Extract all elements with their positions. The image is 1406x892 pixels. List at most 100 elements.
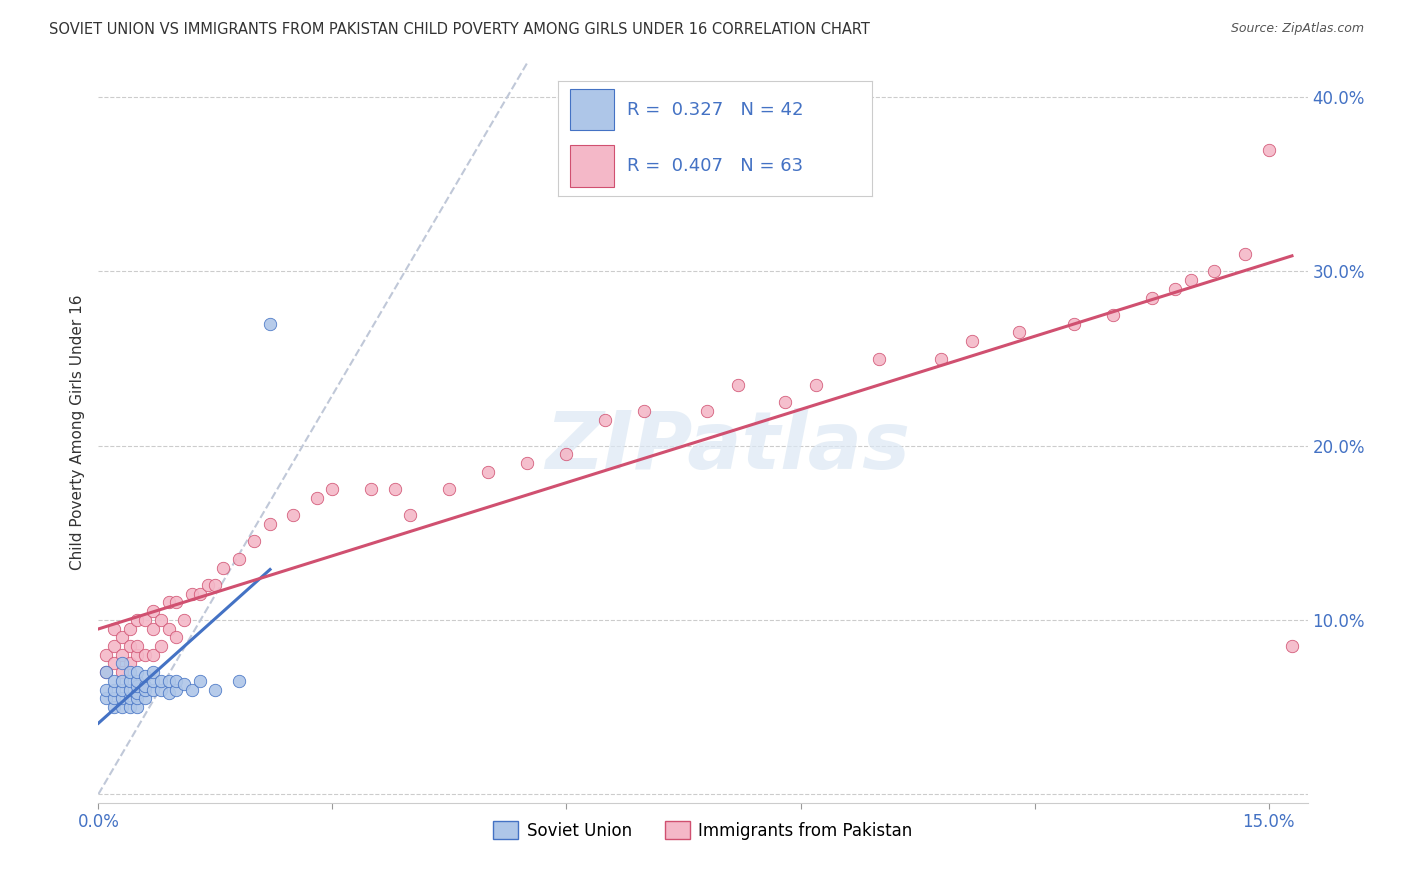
Point (305, 491, 328, 505)
Point (127, 700, 149, 714)
Point (773, 395, 796, 409)
Point (111, 673, 134, 688)
Point (321, 482, 343, 496)
Point (188, 673, 211, 688)
Point (118, 665, 141, 680)
Point (1234, 247, 1257, 261)
Point (173, 613, 195, 627)
Point (696, 404, 718, 418)
Point (127, 679, 149, 693)
Point (204, 578, 226, 592)
Point (181, 682, 204, 697)
Point (134, 613, 156, 627)
Point (1063, 317, 1085, 331)
Point (134, 679, 156, 693)
Point (96, 665, 118, 680)
Point (204, 682, 226, 697)
Point (595, 412, 617, 426)
Point (103, 673, 125, 688)
Point (283, 508, 305, 523)
Point (1164, 282, 1187, 296)
Point (103, 622, 125, 636)
Point (259, 517, 281, 532)
Point (165, 630, 187, 644)
Point (243, 534, 266, 549)
Point (228, 552, 250, 566)
Point (111, 648, 134, 662)
Point (384, 482, 406, 496)
Point (439, 482, 461, 496)
Point (149, 613, 172, 627)
Point (1281, 639, 1303, 653)
Point (142, 665, 165, 680)
Point (399, 508, 422, 523)
Point (118, 673, 141, 688)
Point (1140, 291, 1163, 305)
Point (157, 595, 180, 609)
Point (134, 691, 156, 706)
Point (868, 351, 890, 366)
Text: Source: ZipAtlas.com: Source: ZipAtlas.com (1230, 22, 1364, 36)
Point (804, 377, 827, 392)
Text: ZIPatlas: ZIPatlas (544, 409, 910, 486)
Point (360, 482, 382, 496)
Point (1180, 273, 1202, 287)
Point (134, 682, 156, 697)
Point (111, 665, 134, 680)
Point (188, 587, 211, 601)
Point (96, 665, 118, 680)
Point (149, 682, 172, 697)
Point (197, 578, 219, 592)
Point (142, 604, 165, 618)
Point (259, 317, 281, 331)
Point (228, 673, 250, 688)
Point (165, 595, 187, 609)
Point (142, 622, 165, 636)
Point (1257, 143, 1279, 157)
Y-axis label: Child Poverty Among Girls Under 16: Child Poverty Among Girls Under 16 (69, 295, 84, 570)
Point (118, 622, 141, 636)
Point (96, 648, 118, 662)
Point (118, 682, 141, 697)
Point (103, 691, 125, 706)
Point (118, 700, 141, 714)
Legend: Soviet Union, Immigrants from Pakistan: Soviet Union, Immigrants from Pakistan (486, 814, 920, 847)
Point (516, 456, 538, 470)
Point (727, 377, 749, 392)
Point (118, 657, 141, 671)
Point (111, 682, 134, 697)
Point (555, 447, 578, 461)
Point (1202, 264, 1225, 278)
Point (103, 700, 125, 714)
Point (157, 686, 180, 700)
Point (142, 673, 165, 688)
Point (127, 665, 149, 680)
Point (960, 334, 983, 348)
Point (149, 639, 172, 653)
Point (1101, 308, 1123, 322)
Point (165, 682, 187, 697)
Point (212, 560, 235, 574)
Point (96, 691, 118, 706)
Point (111, 691, 134, 706)
Point (181, 587, 204, 601)
Point (127, 686, 149, 700)
Point (173, 677, 195, 691)
Point (127, 673, 149, 688)
Point (118, 639, 141, 653)
Point (127, 691, 149, 706)
Point (1008, 326, 1031, 340)
Point (134, 648, 156, 662)
Point (111, 630, 134, 644)
Point (103, 682, 125, 697)
Point (142, 648, 165, 662)
Point (118, 691, 141, 706)
Point (103, 657, 125, 671)
Point (96, 682, 118, 697)
Point (142, 682, 165, 697)
Point (134, 668, 156, 682)
Point (157, 673, 180, 688)
Text: SOVIET UNION VS IMMIGRANTS FROM PAKISTAN CHILD POVERTY AMONG GIRLS UNDER 16 CORR: SOVIET UNION VS IMMIGRANTS FROM PAKISTAN… (49, 22, 870, 37)
Point (633, 404, 655, 418)
Point (127, 613, 149, 627)
